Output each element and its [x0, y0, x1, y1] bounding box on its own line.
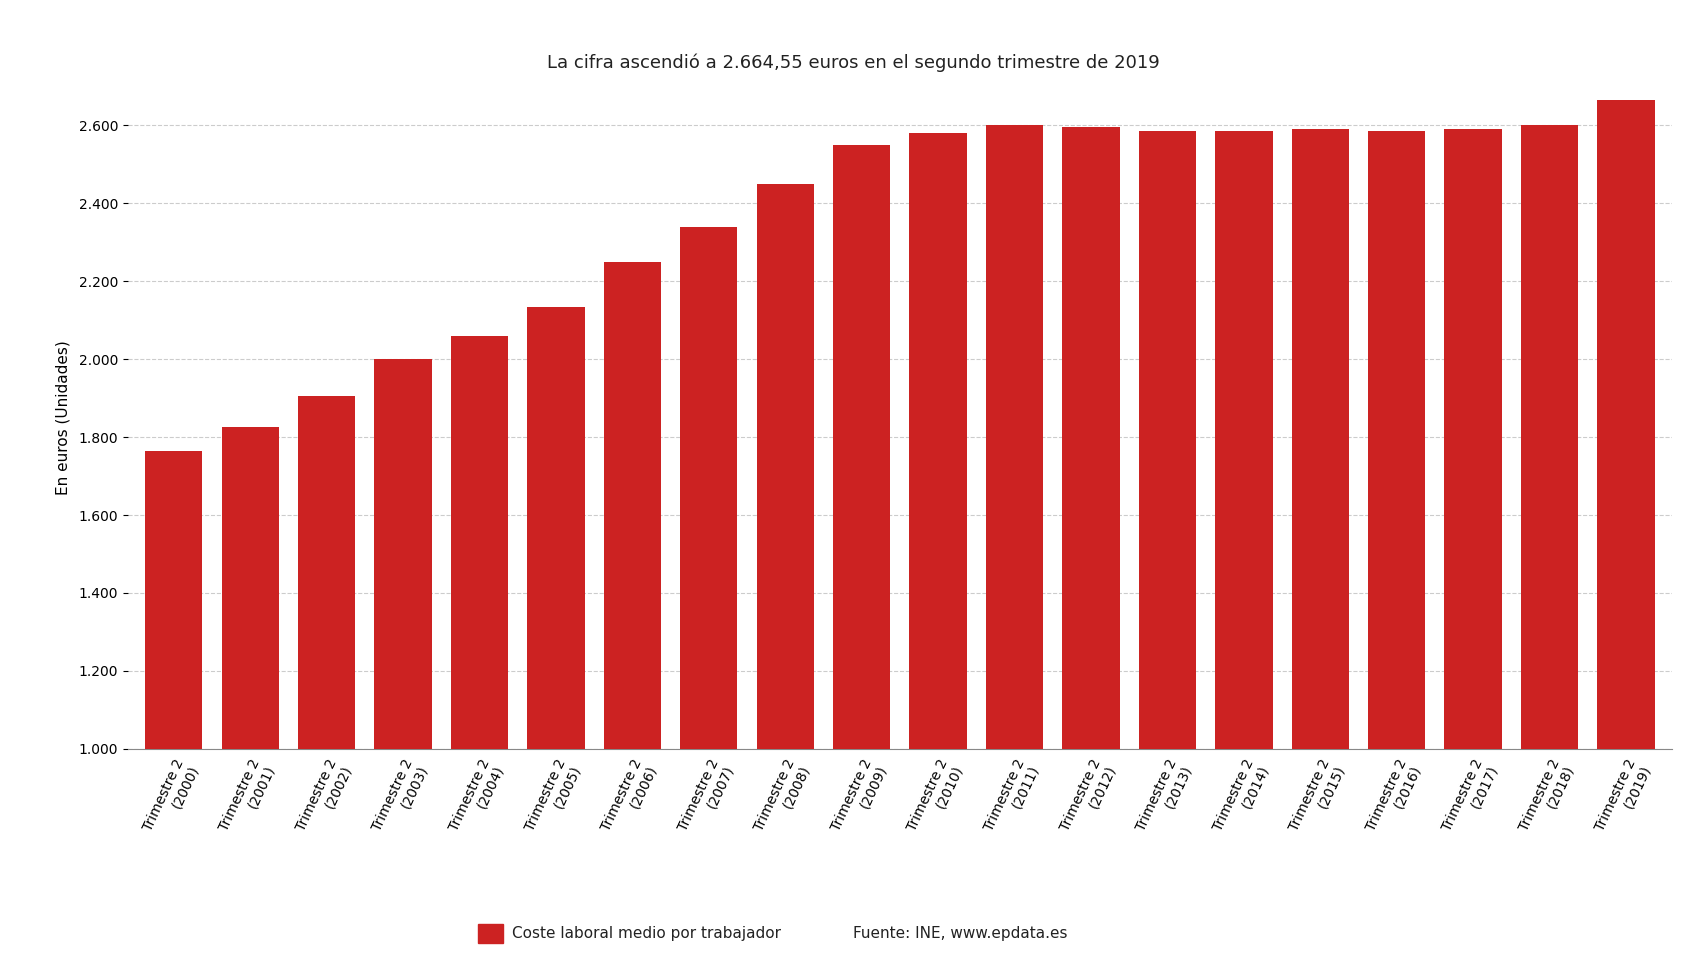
- Bar: [1367, 132, 1425, 749]
- Bar: [1521, 126, 1577, 749]
- Bar: [298, 396, 355, 749]
- Text: La cifra ascendió a 2.664,55 euros en el segundo trimestre de 2019: La cifra ascendió a 2.664,55 euros en el…: [546, 53, 1159, 72]
- Text: Fuente: INE, www.epdata.es: Fuente: INE, www.epdata.es: [852, 925, 1067, 941]
- Bar: [680, 227, 737, 749]
- Bar: [1444, 130, 1500, 749]
- Bar: [832, 145, 890, 749]
- Text: Coste laboral medio por trabajador: Coste laboral medio por trabajador: [512, 925, 781, 941]
- Bar: [985, 126, 1043, 749]
- Y-axis label: En euros (Unidades): En euros (Unidades): [55, 340, 70, 495]
- Bar: [604, 262, 660, 749]
- Bar: [1139, 132, 1195, 749]
- Bar: [755, 183, 813, 749]
- Bar: [450, 336, 508, 749]
- Bar: [909, 133, 967, 749]
- Bar: [1214, 132, 1272, 749]
- Bar: [145, 450, 203, 749]
- Bar: [373, 359, 431, 749]
- Bar: [527, 306, 585, 749]
- Bar: [1291, 130, 1349, 749]
- Bar: [1596, 100, 1654, 749]
- Bar: [1062, 128, 1118, 749]
- Bar: [222, 427, 278, 749]
